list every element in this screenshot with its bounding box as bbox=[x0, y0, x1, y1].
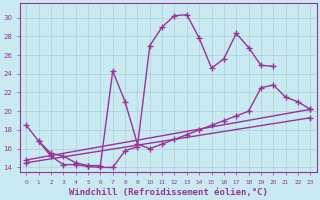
X-axis label: Windchill (Refroidissement éolien,°C): Windchill (Refroidissement éolien,°C) bbox=[69, 188, 268, 197]
